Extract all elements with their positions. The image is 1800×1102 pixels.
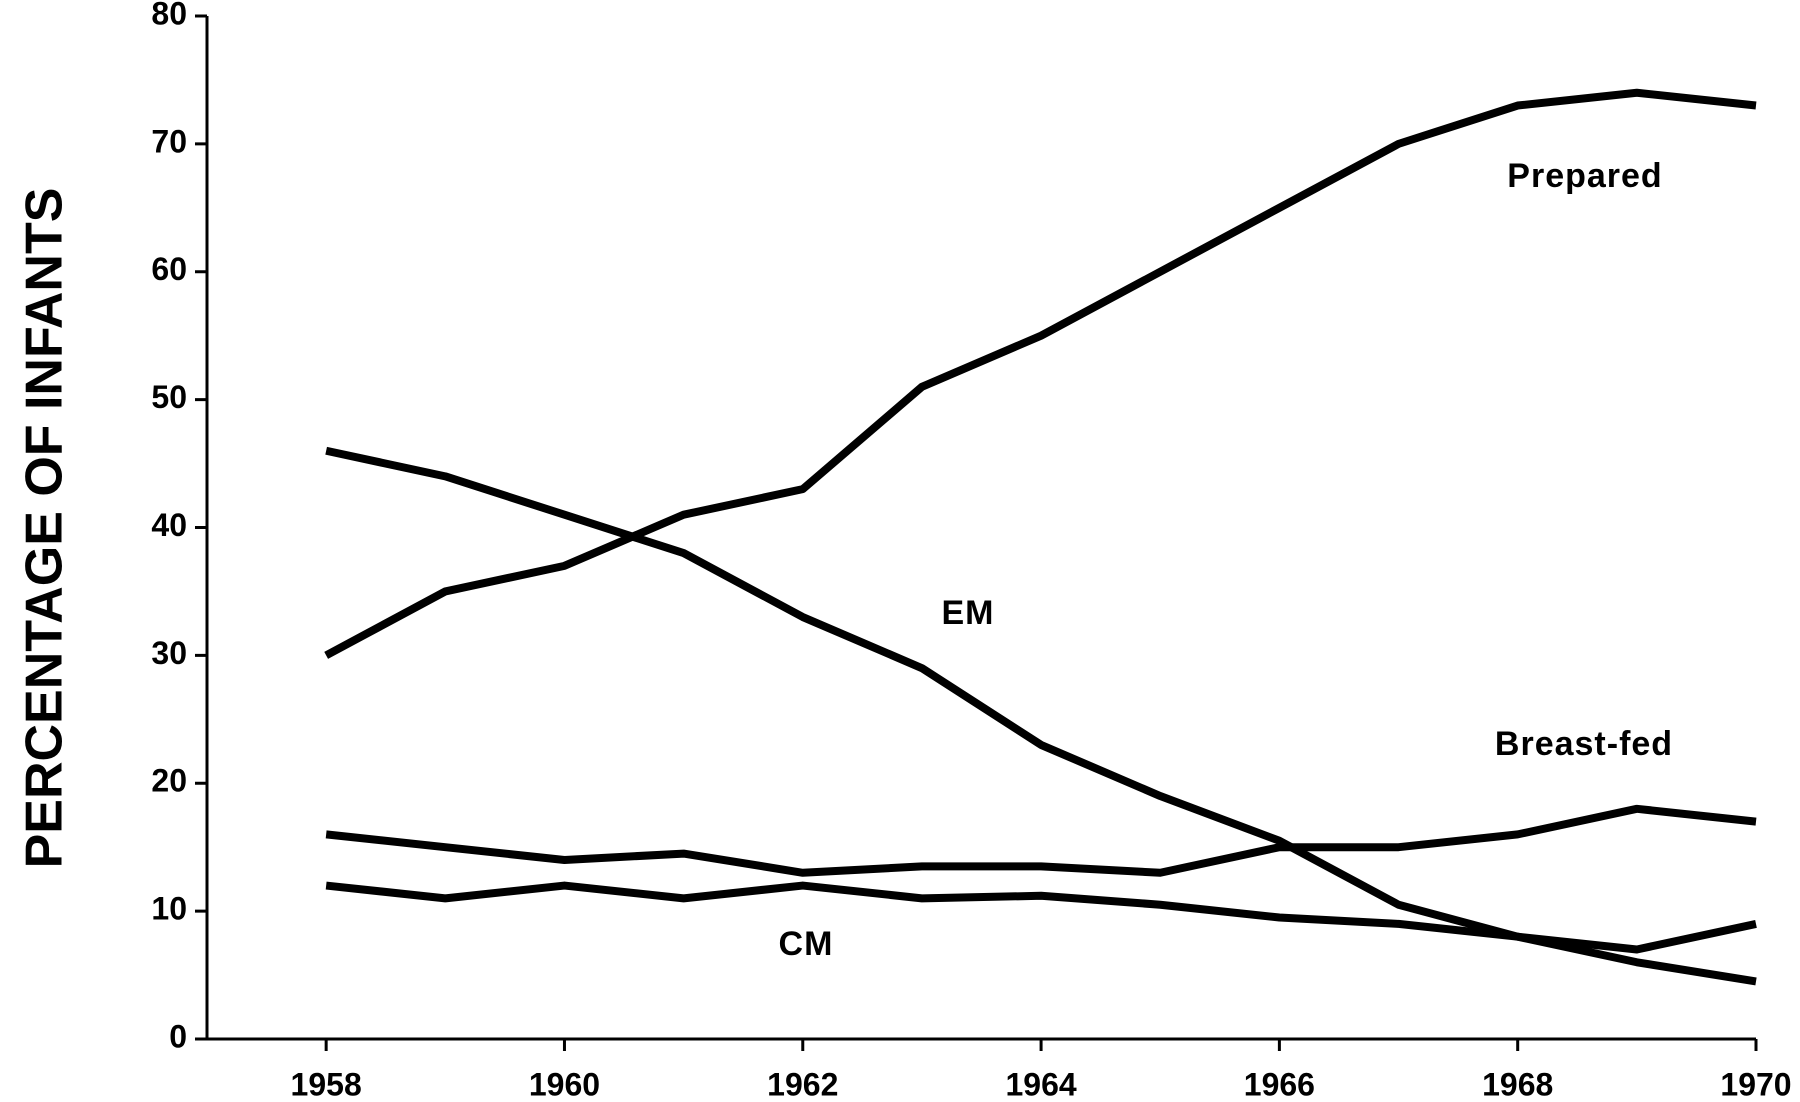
y-tick-label: 20 [151, 763, 187, 799]
series-label: CM [779, 925, 834, 963]
line [325, 804, 1757, 877]
x-tick-label: 1966 [1244, 1066, 1315, 1102]
x-tick-label: 1960 [529, 1066, 600, 1102]
y-tick-label: 10 [151, 891, 187, 927]
series-label: EM [942, 594, 995, 632]
series-label: Prepared [1507, 157, 1662, 195]
y-tick-label: 40 [151, 507, 187, 543]
x-tick-label: 1968 [1482, 1066, 1553, 1102]
y-tick-label: 0 [169, 1018, 187, 1054]
x-tick-label: 1964 [1005, 1066, 1076, 1102]
x-tick-label: 1962 [767, 1066, 838, 1102]
line [324, 88, 1757, 659]
series-label: Breast-fed [1495, 725, 1673, 763]
y-tick-label: 60 [151, 251, 187, 287]
x-tick-label: 1958 [291, 1066, 362, 1102]
y-tick-label: 50 [151, 379, 187, 415]
line [325, 881, 1757, 954]
x-tick-label: 1970 [1720, 1066, 1791, 1102]
y-tick-label: 70 [151, 123, 187, 159]
line [325, 446, 1757, 986]
y-axis-label: PERCENTAGE OF INFANTS [16, 188, 74, 869]
y-tick-label: 80 [151, 0, 187, 31]
y-tick-label: 30 [151, 635, 187, 671]
